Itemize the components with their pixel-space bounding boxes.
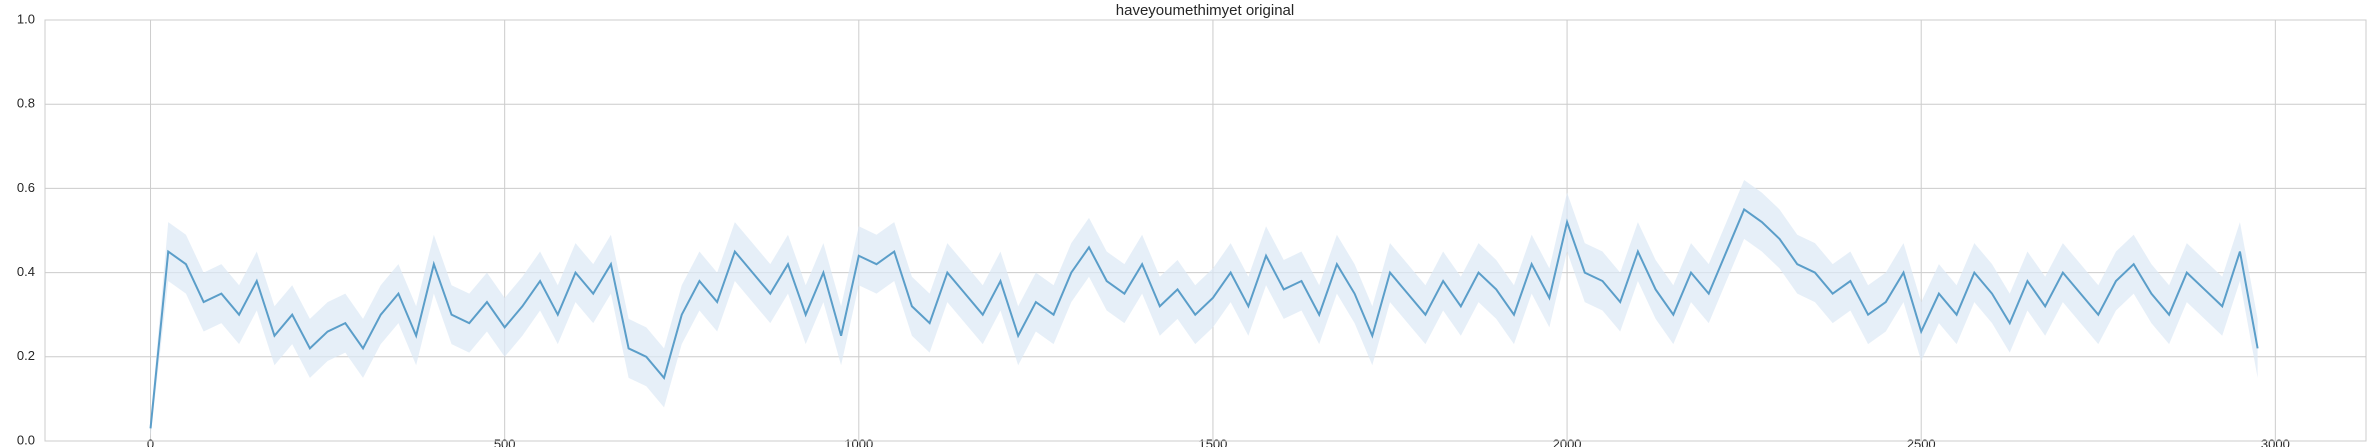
confidence-band bbox=[150, 179, 2258, 437]
y-tick-label: 0.4 bbox=[17, 264, 35, 279]
x-tick-label: 2500 bbox=[1907, 436, 1936, 447]
x-tick-label: 2000 bbox=[1553, 436, 1582, 447]
x-tick-label: 500 bbox=[494, 436, 516, 447]
y-tick-label: 0.8 bbox=[17, 96, 35, 111]
y-tick-label: 0.6 bbox=[17, 180, 35, 195]
x-tick-label: 0 bbox=[147, 436, 154, 447]
x-tick-label: 1500 bbox=[1198, 436, 1227, 447]
chart-title: haveyoumethimyet original bbox=[1116, 2, 1294, 19]
line bbox=[149, 207, 2259, 429]
plot-frame bbox=[44, 19, 2367, 442]
y-tick-label: 0.0 bbox=[17, 432, 35, 447]
y-tick-label: 1.0 bbox=[17, 11, 35, 26]
x-tick-label: 1000 bbox=[844, 436, 873, 447]
y-tick-label: 0.2 bbox=[17, 348, 35, 363]
x-tick-label: 3000 bbox=[2261, 436, 2290, 447]
